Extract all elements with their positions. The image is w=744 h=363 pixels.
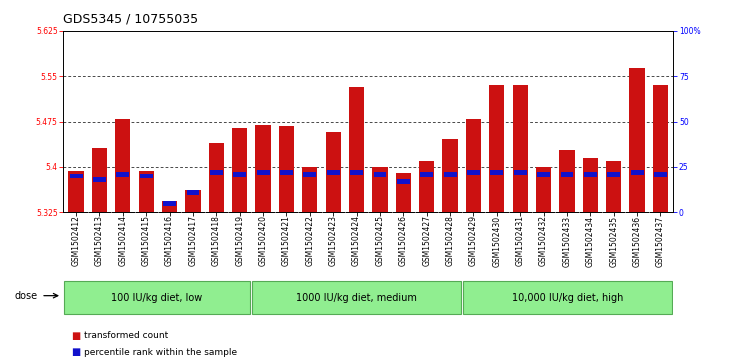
Bar — [209, 143, 224, 212]
Bar — [397, 179, 410, 184]
Bar — [210, 170, 222, 175]
Bar — [162, 201, 177, 212]
Bar — [396, 173, 411, 212]
Bar — [584, 172, 597, 176]
Text: GSM1502426: GSM1502426 — [399, 215, 408, 266]
Bar — [536, 167, 551, 212]
Bar — [490, 170, 503, 175]
Text: percentile rank within the sample: percentile rank within the sample — [84, 348, 237, 356]
Bar — [420, 172, 433, 176]
Text: GSM1502430: GSM1502430 — [493, 215, 501, 266]
Text: GSM1502421: GSM1502421 — [282, 215, 291, 266]
Bar — [116, 172, 129, 176]
Bar — [70, 174, 83, 178]
Bar — [372, 167, 388, 212]
Text: GSM1502428: GSM1502428 — [446, 215, 455, 266]
Bar — [257, 170, 269, 175]
Bar — [326, 132, 341, 212]
Bar — [490, 85, 504, 212]
Text: GSM1502417: GSM1502417 — [188, 215, 197, 266]
Bar — [302, 167, 318, 212]
Bar — [349, 86, 365, 212]
Text: GSM1502431: GSM1502431 — [516, 215, 525, 266]
Bar — [327, 170, 340, 175]
Text: GSM1502435: GSM1502435 — [609, 215, 618, 266]
Text: GSM1502429: GSM1502429 — [469, 215, 478, 266]
Bar — [443, 172, 457, 176]
Text: GSM1502433: GSM1502433 — [562, 215, 571, 266]
Text: GSM1502420: GSM1502420 — [259, 215, 268, 266]
Bar — [234, 172, 246, 176]
Bar — [187, 190, 199, 195]
Text: GDS5345 / 10755035: GDS5345 / 10755035 — [63, 13, 199, 26]
Text: GSM1502419: GSM1502419 — [235, 215, 244, 266]
Bar — [185, 190, 201, 212]
Bar — [466, 119, 481, 212]
Bar — [513, 85, 527, 212]
Bar — [373, 172, 386, 176]
Bar — [93, 178, 106, 182]
Bar — [443, 139, 458, 212]
Bar — [232, 128, 247, 212]
Text: GSM1502422: GSM1502422 — [305, 215, 315, 266]
Text: GSM1502424: GSM1502424 — [352, 215, 361, 266]
Bar — [115, 119, 130, 212]
Text: GSM1502414: GSM1502414 — [118, 215, 127, 266]
Bar — [537, 172, 550, 176]
Bar — [280, 170, 293, 175]
Text: 100 IU/kg diet, low: 100 IU/kg diet, low — [112, 293, 202, 303]
Bar — [419, 161, 434, 212]
Text: GSM1502415: GSM1502415 — [141, 215, 151, 266]
Bar — [140, 174, 153, 178]
Text: GSM1502432: GSM1502432 — [539, 215, 548, 266]
Bar — [559, 150, 574, 212]
Text: 1000 IU/kg diet, medium: 1000 IU/kg diet, medium — [296, 293, 417, 303]
Bar — [350, 170, 363, 175]
Bar — [304, 172, 316, 176]
Bar — [583, 158, 598, 212]
Text: dose: dose — [15, 291, 38, 301]
Text: GSM1502436: GSM1502436 — [632, 215, 641, 266]
Bar — [68, 171, 83, 212]
Text: GSM1502427: GSM1502427 — [422, 215, 432, 266]
Bar — [163, 201, 176, 206]
Bar — [279, 126, 294, 212]
Bar — [629, 68, 645, 212]
Bar — [514, 170, 527, 175]
Text: GSM1502437: GSM1502437 — [656, 215, 665, 266]
Bar — [653, 85, 668, 212]
Bar — [138, 171, 154, 212]
Text: GSM1502413: GSM1502413 — [95, 215, 104, 266]
Bar — [252, 281, 461, 314]
Bar — [560, 172, 574, 176]
Text: GSM1502425: GSM1502425 — [376, 215, 385, 266]
Bar — [92, 148, 107, 212]
Text: GSM1502416: GSM1502416 — [165, 215, 174, 266]
Text: ■: ■ — [71, 331, 80, 341]
Bar — [654, 172, 667, 176]
Bar — [606, 161, 621, 212]
Text: transformed count: transformed count — [84, 331, 168, 340]
Text: 10,000 IU/kg diet, high: 10,000 IU/kg diet, high — [512, 293, 623, 303]
Text: GSM1502418: GSM1502418 — [212, 215, 221, 266]
Text: GSM1502434: GSM1502434 — [586, 215, 595, 266]
Bar — [467, 170, 480, 175]
Bar — [607, 172, 620, 176]
Bar — [65, 281, 250, 314]
Text: GSM1502423: GSM1502423 — [329, 215, 338, 266]
Text: ■: ■ — [71, 347, 80, 357]
Bar — [464, 281, 672, 314]
Bar — [255, 125, 271, 212]
Text: GSM1502412: GSM1502412 — [71, 215, 80, 266]
Bar — [631, 170, 644, 175]
